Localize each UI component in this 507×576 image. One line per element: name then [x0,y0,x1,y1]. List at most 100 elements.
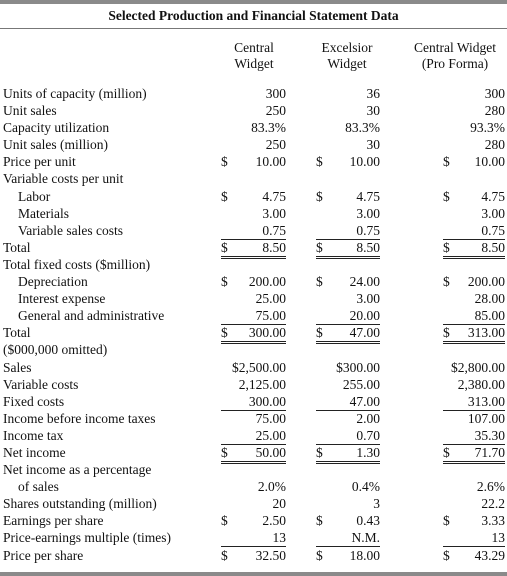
table-row: Depreciation $200.00 $24.00 $200.00 [0,273,507,290]
column-header-line: Widget [327,56,367,71]
table-title: Selected Production and Financial Statem… [108,8,399,23]
cell-value: 2,125.00 [238,376,286,392]
column-header-line: Widget [234,56,274,71]
table-cell: $10.00 [316,153,380,170]
cell-value: 85.00 [474,308,505,324]
currency-symbol: $ [443,274,450,290]
cell-value: 3.33 [481,513,505,529]
table-cell: 28.00 [443,290,505,307]
table-cell: 0.4% [316,478,380,495]
table-row: Price-earnings multiple (times) 13 N.M. 13 [0,529,507,548]
currency-symbol: $ [316,513,323,529]
table-cell: $10.00 [221,153,286,170]
table-cell: $47.00 [316,324,380,345]
table-cell: 3.00 [221,205,286,222]
cell-value: 3.00 [356,205,380,221]
row-label: Net income as a percentage [3,462,152,478]
cell-value: 71.70 [474,444,505,460]
row-label: Variable costs per unit [3,171,124,187]
row-label: Earnings per share [3,513,104,529]
bottom-rule [0,572,507,576]
cell-value: 3.00 [356,291,380,307]
column-header-excelsior-widget: Excelsior Widget [312,40,382,72]
cell-value: 0.4% [351,479,380,495]
row-label: Capacity utilization [3,120,110,136]
table-cell: $313.00 [443,324,505,345]
table-cell: 25.00 [221,290,286,307]
currency-symbol: $ [443,188,450,204]
cell-value: 24.00 [349,274,380,290]
table-cell: 2,380.00 [443,376,505,393]
cell-value: 1.30 [356,444,380,460]
currency-symbol: $ [443,239,450,255]
table-cell: 300 [443,85,505,102]
table-row: Total fixed costs ($million) [0,256,507,273]
cell-value: 10.00 [255,154,286,170]
table-cell: $200.00 [221,273,286,290]
cell-value: $2,800.00 [451,359,505,375]
currency-symbol: $ [221,239,228,255]
table-cell: 0.75 [221,222,286,240]
table-cell: 250 [221,102,286,119]
cell-value: 20.00 [349,308,380,324]
cell-value: 83.3% [345,120,380,136]
table-row: Unit sales (million) 250 30 280 [0,136,507,153]
table-row: Total $8.50 $8.50 $8.50 [0,239,507,259]
currency-symbol: $ [443,325,450,341]
table-cell: 280 [443,102,505,119]
cell-value: 250 [265,103,286,119]
table-cell: $2,500.00 [221,359,286,376]
table-cell: $10.00 [443,153,505,170]
cell-value: 47.00 [349,393,380,409]
table-cell: $8.50 [316,239,380,259]
cell-value: 10.00 [349,154,380,170]
table-row: Labor $4.75 $4.75 $4.75 [0,188,507,205]
row-label: Unit sales (million) [3,137,108,153]
row-label: Unit sales [3,103,57,119]
row-label: Total fixed costs ($million) [3,256,151,272]
cell-value: 4.75 [262,188,286,204]
cell-value: 2,380.00 [457,376,505,392]
cell-value: 8.50 [356,239,380,255]
table-cell: 0.75 [316,222,380,240]
cell-value: 32.50 [255,547,286,563]
cell-value: 25.00 [255,427,286,443]
row-label: Variable sales costs [18,222,123,238]
currency-symbol: $ [316,154,323,170]
cell-value: 83.3% [251,120,286,136]
table-row: Interest expense 25.00 3.00 28.00 [0,290,507,307]
column-header-line: Central [234,40,274,55]
table-row: ($000,000 omitted) [0,341,507,358]
cell-value: 4.75 [481,188,505,204]
cell-value: 4.75 [356,188,380,204]
row-label: Income before income taxes [3,410,156,426]
row-label: ($000,000 omitted) [3,342,108,358]
table-cell: 2.0% [221,478,286,495]
table-cell: $4.75 [443,188,505,205]
table-body: Units of capacity (million) 300 36 300 Unit … [0,85,507,564]
currency-symbol: $ [221,188,228,204]
cell-value: 107.00 [467,410,505,426]
table-cell: 30 [316,102,381,119]
table-row: Sales $2,500.00 $300.00 $2,800.00 [0,359,507,376]
table-cell: $200.00 [443,273,505,290]
cell-value: 300.00 [248,325,286,341]
table-cell: $24.00 [316,273,380,290]
row-label: Shares outstanding (million) [3,496,157,512]
row-label: Price per unit [3,154,76,170]
row-label: Interest expense [18,291,106,307]
column-header-central-widget-pro-forma: Central Widget (Pro Forma) [405,40,505,72]
currency-symbol: $ [316,274,323,290]
cell-value: $2,500.00 [232,359,286,375]
table-row: Materials 3.00 3.00 3.00 [0,205,507,222]
table-cell: $4.75 [221,188,286,205]
table-row: Units of capacity (million) 300 36 300 [0,85,507,102]
table-cell: 13 [221,529,286,548]
cell-value: 280 [484,103,505,119]
column-header-central-widget: Central Widget [212,40,296,72]
table-cell: $3.33 [443,512,505,529]
table-cell: 3.00 [316,290,380,307]
cell-value: 313.00 [467,325,505,341]
table-cell: 25.00 [221,427,286,445]
